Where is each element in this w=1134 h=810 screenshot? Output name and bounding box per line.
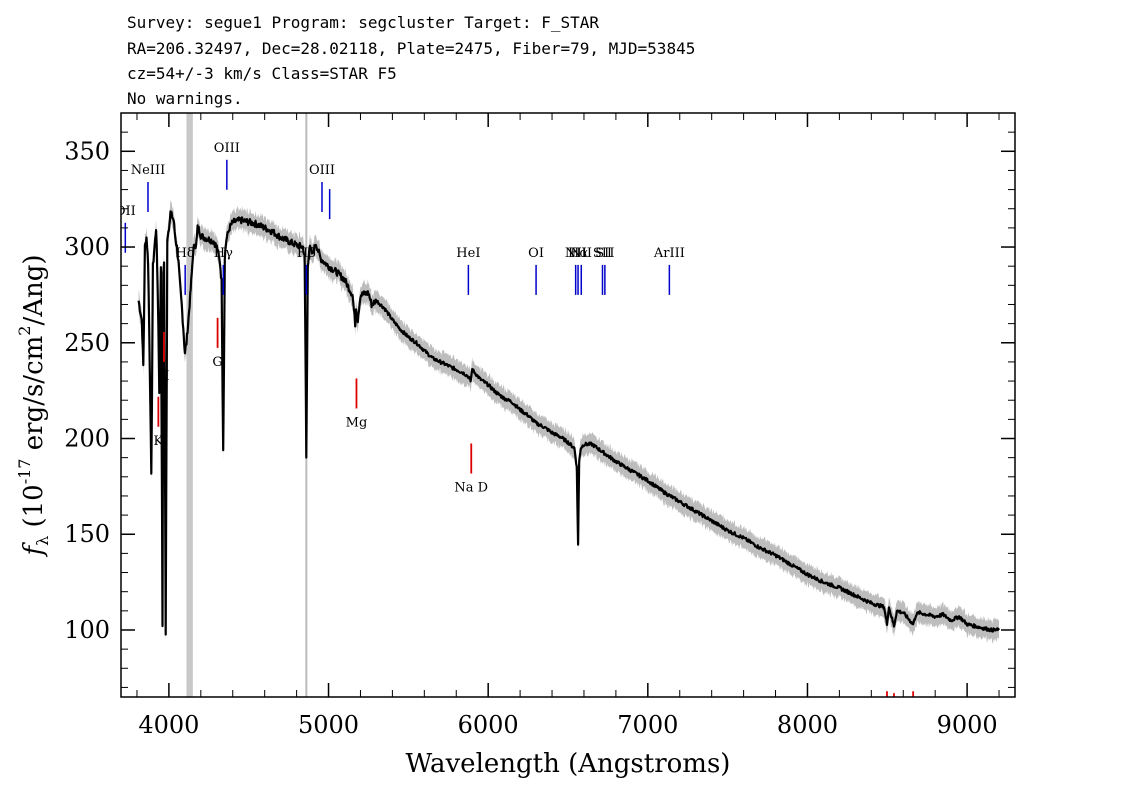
emission-line-label: NII [570, 246, 592, 261]
emission-line-label: OIII [309, 163, 335, 178]
y-tick-label: 200 [64, 425, 110, 453]
emission-line-label: HeI [456, 246, 480, 261]
absorption-line-label: Mg [346, 415, 368, 430]
error-band [138, 199, 1000, 647]
x-tick-label: 4000 [138, 711, 199, 739]
absorption-line-label: H [158, 369, 169, 384]
absorption-line-label: K [153, 434, 163, 449]
emission-line-label: OIII [214, 141, 240, 156]
header-line-4: No warnings. [127, 89, 243, 108]
plot-frame [120, 112, 1016, 698]
absorption-line-label: CaII [873, 728, 901, 743]
emission-line-label: NII [565, 246, 587, 261]
x-tick-label: 6000 [458, 711, 519, 739]
x-tick-label: 5000 [298, 711, 359, 739]
x-tick-label: 9000 [937, 711, 998, 739]
masked-region [186, 113, 193, 697]
header-line-3: cz=54+/-3 km/s Class=STAR F5 [127, 64, 397, 83]
masked-regions [186, 113, 193, 697]
header: Survey: segue1 Program: segcluster Targe… [127, 13, 695, 108]
emission-line-label: SII [593, 246, 612, 261]
header-line-2: RA=206.32497, Dec=28.02118, Plate=2475, … [127, 39, 695, 58]
y-tick-label: 350 [64, 137, 110, 165]
flux-line [137, 210, 1000, 636]
y-tick-label: 250 [64, 329, 110, 357]
emission-line-label: ArIII [653, 246, 685, 261]
x-tick-label: 7000 [617, 711, 678, 739]
emission-line-label: Hγ [214, 246, 233, 261]
emission-line-label: Hα [568, 246, 588, 261]
header-line-1: Survey: segue1 Program: segcluster Targe… [127, 13, 599, 32]
absorption-lines: K H G Mg Na D CaII [153, 317, 915, 743]
y-axis-label: fλ (10-17 erg/s/cm2/Ang) [15, 254, 52, 557]
absorption-line-label: G [212, 355, 222, 370]
y-tick-label: 300 [64, 233, 110, 261]
emission-line-label: OII [115, 204, 136, 219]
axis-ticks: 4000 5000 6000 7000 8000 9000 100 150 200 250 300 3… [64, 112, 1015, 739]
y-tick-label: 150 [64, 520, 110, 548]
x-tick-label: 8000 [777, 711, 838, 739]
emission-line-label: SII [595, 246, 614, 261]
x-axis-label: Wavelength (Angstroms) [406, 749, 731, 779]
emission-line-label: NeIII [131, 163, 165, 178]
absorption-line-label: Na D [454, 480, 488, 495]
emission-line-label: Hβ [297, 246, 316, 261]
emission-line-label: Hδ [176, 246, 195, 261]
emission-line-label: OI [528, 246, 544, 261]
y-tick-label: 100 [64, 616, 110, 644]
